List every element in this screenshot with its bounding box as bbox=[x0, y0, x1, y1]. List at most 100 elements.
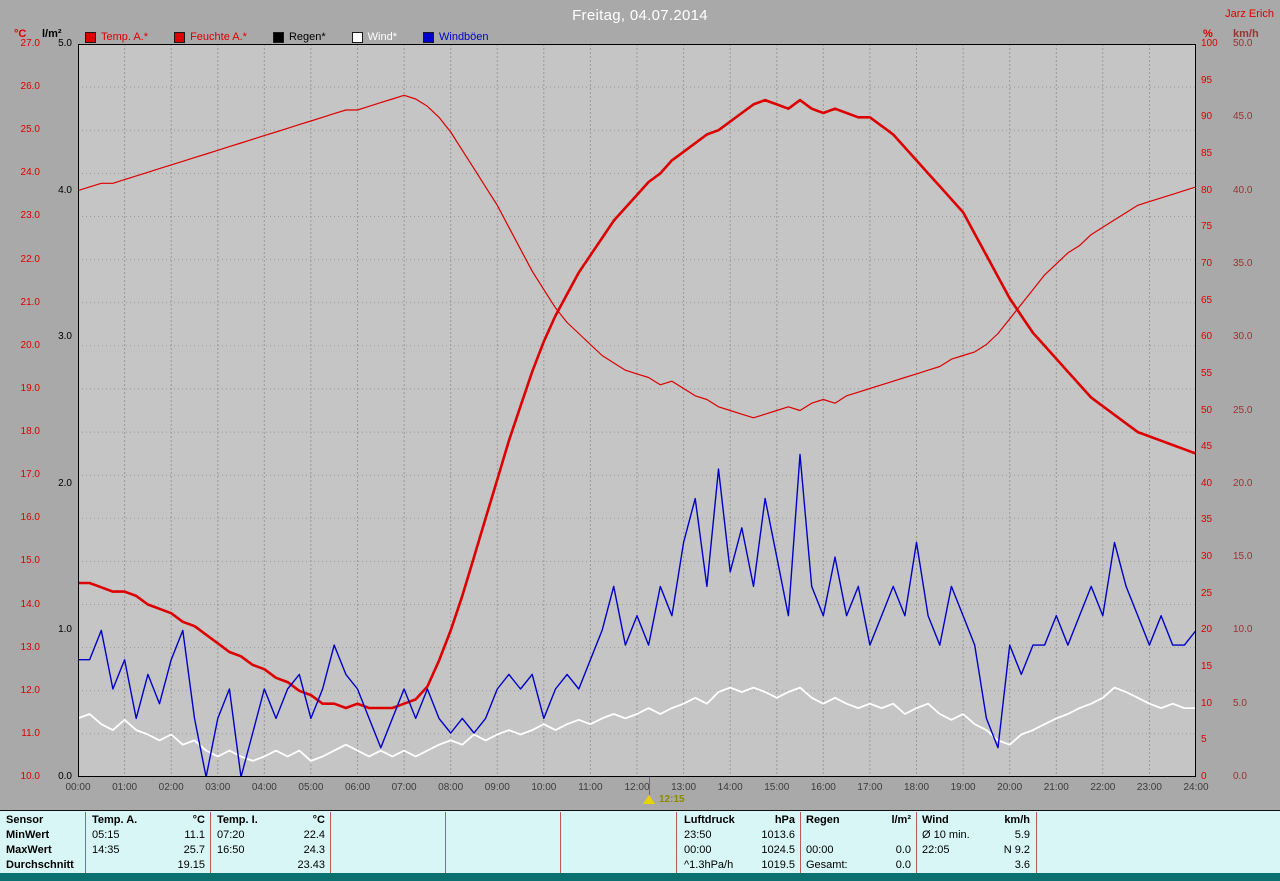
solar-noon-marker: 12:15 bbox=[638, 777, 708, 805]
info-cell-temp-a: 14:35 25.7 bbox=[92, 844, 205, 856]
humidity-tick-label: 15 bbox=[1201, 661, 1213, 673]
info-cell-regen: Gesamt: 0.0 bbox=[806, 859, 911, 871]
sensor-summary-panel: Sensor MinWert MaxWert Durchschnitt Temp. A.… bbox=[0, 810, 1280, 874]
info-col-header-temp-i: Temp. I. °C bbox=[217, 814, 325, 826]
humidity-tick-label: 50 bbox=[1201, 404, 1213, 416]
kmh-tick-label: 10.0 bbox=[1233, 624, 1253, 636]
time-tick-label: 07:00 bbox=[391, 782, 417, 793]
time-tick-label: 17:00 bbox=[857, 782, 883, 793]
humidity-tick-label: 0 bbox=[1201, 771, 1207, 782]
humidity-tick-label: 55 bbox=[1201, 367, 1213, 379]
humidity-tick-label: 95 bbox=[1201, 74, 1213, 86]
celsius-tick-label: 15.0 bbox=[20, 555, 40, 567]
celsius-tick-label: 10.0 bbox=[20, 771, 40, 782]
kmh-tick-label: 5.0 bbox=[1233, 697, 1247, 709]
celsius-tick-label: 11.0 bbox=[21, 727, 40, 739]
info-col-header-temp-a: Temp. A. °C bbox=[92, 814, 205, 826]
info-col-header-regen: Regen l/m² bbox=[806, 814, 911, 826]
info-row-label: MinWert bbox=[6, 829, 50, 841]
kmh-tick-label: 0.0 bbox=[1233, 771, 1247, 782]
celsius-tick-label: 13.0 bbox=[20, 641, 40, 653]
time-tick-label: 11:00 bbox=[578, 782, 603, 793]
time-tick-label: 19:00 bbox=[950, 782, 976, 793]
rain-tick-label: 4.0 bbox=[58, 184, 72, 196]
table-divider bbox=[1036, 812, 1037, 873]
marker-tick-line bbox=[649, 777, 650, 795]
celsius-tick-label: 22.0 bbox=[20, 253, 40, 265]
humidity-tick-label: 25 bbox=[1201, 587, 1213, 599]
celsius-tick-label: 16.0 bbox=[20, 512, 40, 524]
humidity-tick-label: 70 bbox=[1201, 257, 1213, 269]
celsius-tick-label: 14.0 bbox=[20, 598, 40, 610]
info-col-header-wind: Wind km/h bbox=[922, 814, 1030, 826]
legend-label: Regen* bbox=[288, 31, 326, 43]
table-divider bbox=[676, 812, 677, 873]
celsius-tick-label: 19.0 bbox=[20, 382, 40, 394]
humidity-tick-label: 60 bbox=[1201, 331, 1213, 343]
legend-item-temp-a: Temp. A.* bbox=[85, 31, 148, 43]
table-divider bbox=[800, 812, 801, 873]
time-tick-label: 16:00 bbox=[810, 782, 836, 793]
unit-label-humidity: % bbox=[1203, 28, 1213, 40]
rain-tick-label: 1.0 bbox=[58, 624, 72, 636]
celsius-tick-label: 21.0 bbox=[20, 296, 40, 308]
series-windboeen bbox=[78, 453, 1196, 777]
info-cell-temp-i: 16:50 24.3 bbox=[217, 844, 325, 856]
info-cell-wind: 3.6 bbox=[1014, 859, 1030, 871]
info-row-label: MaxWert bbox=[6, 844, 52, 856]
series-temp-a bbox=[78, 98, 1196, 710]
watermark-author: Jarz Erich bbox=[1225, 8, 1274, 20]
feuchte-a-swatch-icon bbox=[174, 31, 186, 43]
kmh-tick-label: 40.0 bbox=[1233, 184, 1253, 196]
humidity-tick-label: 80 bbox=[1201, 184, 1213, 196]
time-tick-label: 05:00 bbox=[298, 782, 324, 793]
celsius-tick-label: 23.0 bbox=[20, 210, 40, 222]
info-row-label: Sensor bbox=[6, 814, 44, 826]
unit-label-rain: l/m² bbox=[42, 28, 62, 40]
time-tick-label: 08:00 bbox=[438, 782, 464, 793]
time-tick-label: 14:00 bbox=[717, 782, 743, 793]
kmh-tick-label: 45.0 bbox=[1233, 111, 1253, 123]
legend-item-feuchte-a: Feuchte A.* bbox=[174, 31, 247, 43]
info-cell-luftdruck: 00:00 1024.5 bbox=[684, 844, 795, 856]
series-feuchte-a bbox=[78, 94, 1196, 419]
legend-item-windboeen: Windböen bbox=[423, 31, 489, 43]
plot-border bbox=[78, 44, 1196, 777]
plot-background bbox=[78, 44, 1196, 777]
chart-legend: Temp. A.* Feuchte A.* Regen* Wind* Windböen bbox=[85, 31, 489, 43]
time-tick-label: 01:00 bbox=[112, 782, 138, 793]
info-cell-temp-a: 05:15 11.1 bbox=[92, 829, 205, 841]
unit-label-celsius: °C bbox=[14, 28, 27, 40]
humidity-tick-label: 30 bbox=[1201, 551, 1213, 563]
time-tick-label: 09:00 bbox=[484, 782, 510, 793]
page-title: Freitag, 04.07.2014 bbox=[572, 7, 708, 24]
rain-tick-label: 0.0 bbox=[58, 771, 72, 782]
windboeen-swatch-icon bbox=[423, 31, 434, 43]
time-tick-label: 15:00 bbox=[764, 782, 790, 793]
table-divider bbox=[560, 812, 561, 873]
time-tick-label: 06:00 bbox=[344, 782, 371, 793]
wind-swatch-icon bbox=[351, 31, 363, 43]
kmh-tick-label: 35.0 bbox=[1233, 257, 1253, 269]
solar-noon-time: 12:15 bbox=[659, 794, 685, 805]
table-divider bbox=[916, 812, 917, 873]
celsius-tick-label: 25.0 bbox=[20, 124, 40, 136]
kmh-tick-label: 25.0 bbox=[1233, 404, 1253, 416]
temp-a-swatch-icon bbox=[85, 31, 96, 43]
info-cell-wind: 22:05 N 9.2 bbox=[922, 844, 1030, 856]
info-cell-temp-i: 23.43 bbox=[297, 859, 325, 871]
time-tick-label: 21:00 bbox=[1043, 782, 1069, 793]
table-divider bbox=[85, 812, 86, 873]
info-cell-temp-a: 19.15 bbox=[177, 859, 205, 871]
time-tick-label: 00:00 bbox=[65, 782, 91, 793]
humidity-tick-label: 5 bbox=[1201, 734, 1207, 746]
info-cell-regen: 00:00 0.0 bbox=[806, 844, 911, 856]
regen-swatch-icon bbox=[272, 31, 284, 43]
celsius-tick-label: 24.0 bbox=[20, 167, 40, 179]
celsius-tick-label: 18.0 bbox=[20, 426, 40, 438]
chart-plot-area[interactable] bbox=[78, 44, 1196, 777]
time-tick-label: 03:00 bbox=[205, 782, 231, 793]
legend-item-regen: Regen* bbox=[272, 31, 326, 43]
humidity-tick-label: 35 bbox=[1201, 514, 1213, 526]
